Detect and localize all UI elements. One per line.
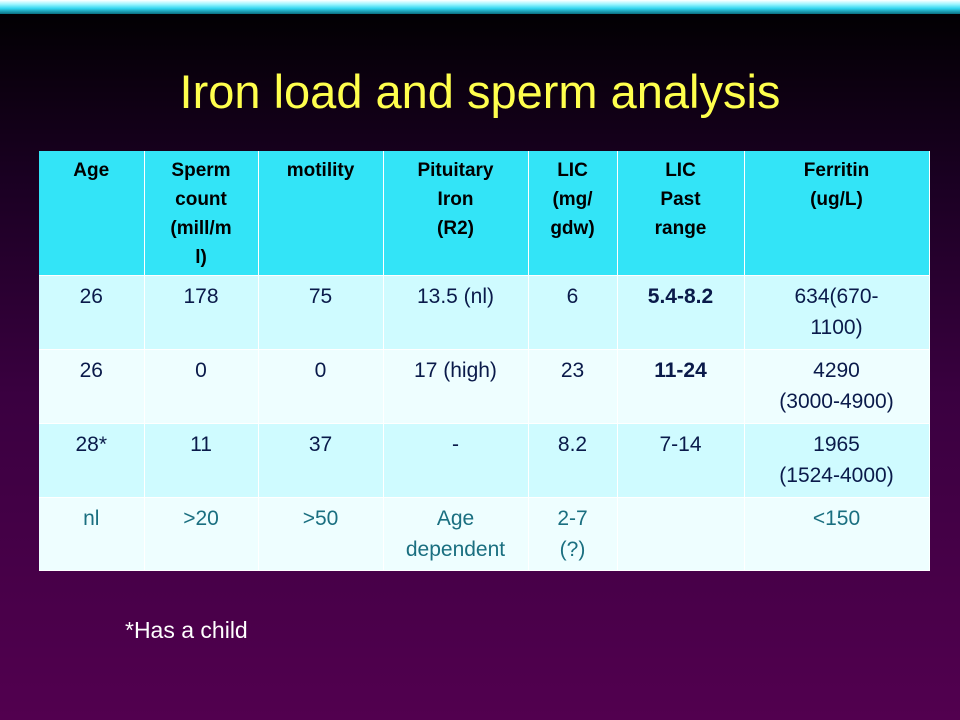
header-sperm-count: Sperm count (mill/m l) [144,151,259,276]
cell-age: nl [39,497,145,571]
header-line: Sperm [171,160,231,181]
footnote: *Has a child [125,617,248,643]
cell-ferritin: 634(670- 1100) [744,275,930,350]
table-row: 28* 11 37 - 8.2 7-14 1965 (1524-4000) [39,423,930,498]
cell-ferritin: 4290 (3000-4900) [744,349,930,424]
header-line: gdw) [550,218,595,239]
cell-pituitary-iron: 13.5 (nl) [383,275,529,350]
header-line: Iron [437,189,474,210]
header-line: (mill/m [170,218,232,239]
cell-age: 28* [39,423,145,498]
header-line: Age [73,160,110,181]
cell-lic: 8.2 [528,423,618,498]
header-line: Ferritin [803,160,870,181]
cell-sperm-count: >20 [144,497,259,571]
cell-lic: 2-7 (?) [528,497,618,571]
table-row: 26 178 75 13.5 (nl) 6 5.4-8.2 634(670- 1… [39,275,930,350]
header-line: motility [286,160,355,181]
cell-motility: 75 [258,275,384,350]
header-line: count [175,189,227,210]
cell-age: 26 [39,349,145,424]
cell-lic-past-range: 11-24 [617,349,745,424]
cell-sperm-count: 178 [144,275,259,350]
header-line: (ug/L) [810,189,863,210]
table-row: 26 0 0 17 (high) 23 11-24 4290 (3000-490… [39,349,930,424]
data-table: Age Sperm count (mill/m l) motility Pitu… [39,151,930,571]
header-line: (mg/ [552,189,593,210]
header-lic: LIC (mg/ gdw) [528,151,618,276]
header-motility: motility [258,151,384,276]
header-pituitary-iron: Pituitary Iron (R2) [383,151,529,276]
slide-title: Iron load and sperm analysis [179,65,781,118]
header-lic-past-range: LIC Past range [617,151,745,276]
cell-sperm-count: 11 [144,423,259,498]
header-line: LIC [557,160,588,181]
cell-lic: 23 [528,349,618,424]
cell-pituitary-iron: - [383,423,529,498]
cell-age: 26 [39,275,145,350]
header-line: (R2) [437,218,474,239]
cell-sperm-count: 0 [144,349,259,424]
table-row: nl >20 >50 Age dependent 2-7 (?) <150 [39,497,930,571]
cell-pituitary-iron: 17 (high) [383,349,529,424]
header-line: l) [195,247,207,268]
cell-pituitary-iron: Age dependent [383,497,529,571]
header-line: Past [660,189,701,210]
cell-ferritin: 1965 (1524-4000) [744,423,930,498]
header-line: range [654,218,707,239]
cell-ferritin: <150 [744,497,930,571]
table-header-row: Age Sperm count (mill/m l) motility Pitu… [39,151,930,276]
cell-lic-past-range [617,497,745,571]
cell-motility: >50 [258,497,384,571]
cell-lic-past-range: 7-14 [617,423,745,498]
top-accent-bar [0,0,960,14]
header-age: Age [39,151,145,276]
cell-motility: 0 [258,349,384,424]
header-line: Pituitary [417,160,494,181]
header-line: LIC [665,160,696,181]
header-ferritin: Ferritin (ug/L) [744,151,930,276]
cell-motility: 37 [258,423,384,498]
cell-lic-past-range: 5.4-8.2 [617,275,745,350]
cell-lic: 6 [528,275,618,350]
